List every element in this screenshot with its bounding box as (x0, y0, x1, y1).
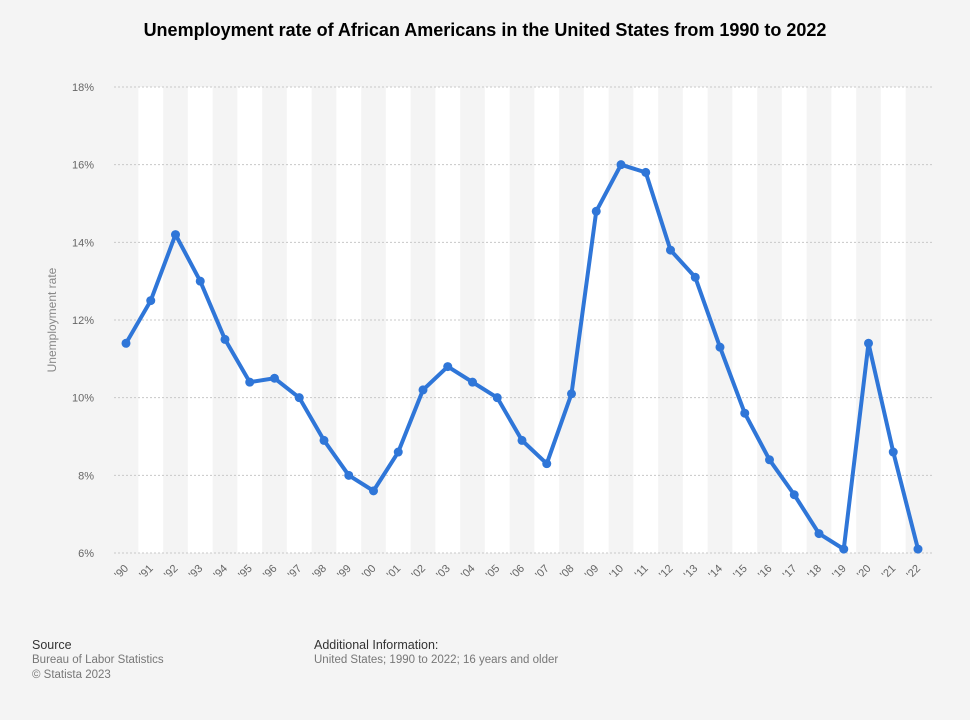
x-tick-label: '00 (360, 563, 379, 582)
data-point[interactable] (393, 447, 403, 457)
x-tick-label: '90 (112, 563, 131, 582)
data-point[interactable] (542, 459, 552, 469)
data-point[interactable] (270, 373, 279, 383)
data-point[interactable] (319, 435, 329, 445)
y-tick-label: 6% (78, 548, 94, 560)
additional-info-text: United States; 1990 to 2022; 16 years an… (314, 654, 559, 666)
data-point[interactable] (146, 296, 156, 306)
x-tick-label: '19 (830, 563, 849, 582)
x-tick-label: '11 (633, 563, 651, 581)
y-tick-label: 10% (72, 393, 94, 405)
category-band (880, 87, 906, 553)
additional-info-heading: Additional Information: (314, 638, 439, 652)
data-point[interactable] (765, 455, 774, 465)
x-tick-label: '96 (261, 563, 280, 582)
data-point[interactable] (171, 230, 180, 240)
data-point[interactable] (641, 167, 651, 177)
line-chart: 6%8%10%12%14%16%18% '90'91'92'93'94'95'9… (45, 82, 932, 582)
copyright-line: © Statista 2023 (32, 669, 111, 681)
data-point[interactable] (864, 338, 873, 348)
y-tick-label: 8% (78, 470, 94, 482)
data-point[interactable] (344, 470, 354, 480)
data-point[interactable] (690, 272, 700, 282)
x-tick-label: '15 (731, 563, 750, 582)
x-tick-label: '94 (211, 563, 230, 582)
x-tick-label: '03 (434, 563, 453, 582)
data-point[interactable] (517, 435, 527, 445)
x-tick-label: '05 (484, 563, 503, 582)
source-block: Source Bureau of Labor Statistics © Stat… (32, 638, 164, 683)
x-tick-label: '97 (286, 563, 305, 582)
y-tick-label: 14% (72, 237, 94, 249)
x-tick-label: '93 (187, 563, 206, 582)
x-tick-label: '09 (583, 563, 602, 582)
data-point[interactable] (195, 276, 205, 286)
data-point[interactable] (616, 160, 626, 170)
y-tick-label: 16% (72, 160, 94, 172)
data-points (121, 160, 923, 554)
x-tick-label: '12 (657, 563, 676, 582)
data-point[interactable] (492, 393, 502, 403)
source-heading: Source (32, 638, 72, 652)
x-tick-label: '18 (805, 563, 824, 582)
y-axis-ticks: 6% 8% 10% 12% 14% 16% 18% (72, 82, 94, 560)
gridlines (114, 86, 932, 554)
x-tick-label: '95 (236, 563, 255, 582)
x-tick-label: '01 (385, 563, 404, 582)
x-tick-label: '22 (904, 563, 923, 582)
category-band (732, 87, 758, 553)
x-tick-label: '17 (781, 563, 800, 582)
x-tick-label: '13 (682, 563, 701, 582)
data-point[interactable] (888, 447, 898, 457)
x-tick-label: '06 (508, 563, 527, 582)
data-point[interactable] (418, 385, 428, 395)
additional-info-block: Additional Information: United States; 1… (314, 638, 558, 668)
data-point[interactable] (839, 544, 849, 554)
data-point[interactable] (789, 490, 799, 500)
x-axis-ticks: '90 '91 '92 '93 '94 '95 '96 '97 '98 '99 '00 '01 '02 '… (112, 563, 923, 582)
y-tick-label: 18% (72, 82, 94, 94)
data-point[interactable] (443, 362, 453, 372)
data-point[interactable] (913, 544, 923, 554)
x-tick-label: '91 (137, 563, 156, 582)
data-point[interactable] (715, 342, 725, 352)
source-line[interactable]: Bureau of Labor Statistics (32, 654, 164, 666)
data-point[interactable] (369, 486, 378, 496)
x-tick-label: '04 (459, 563, 478, 582)
data-point[interactable] (245, 377, 255, 387)
x-tick-label: '16 (756, 563, 775, 582)
x-tick-label: '08 (558, 563, 577, 582)
data-point[interactable] (567, 389, 576, 399)
y-axis-label: Unemployment rate (45, 267, 59, 372)
x-tick-label: '92 (162, 563, 181, 582)
data-point[interactable] (121, 338, 131, 348)
data-point[interactable] (468, 377, 477, 387)
x-tick-label: '20 (855, 563, 874, 582)
data-point[interactable] (591, 206, 601, 216)
x-tick-label: '07 (533, 563, 552, 582)
x-tick-label: '14 (706, 563, 725, 582)
x-tick-label: '99 (335, 563, 354, 582)
chart-title: Unemployment rate of African Americans i… (143, 20, 827, 40)
data-point[interactable] (220, 334, 230, 344)
category-band (484, 87, 510, 553)
x-tick-label: '21 (880, 563, 899, 582)
data-point[interactable] (666, 245, 675, 255)
data-point[interactable] (814, 529, 824, 539)
x-tick-label: '02 (409, 563, 428, 582)
data-point[interactable] (294, 393, 304, 403)
y-tick-label: 12% (72, 315, 94, 327)
data-point[interactable] (740, 408, 750, 418)
x-tick-label: '10 (607, 563, 626, 582)
x-tick-label: '98 (310, 563, 329, 582)
